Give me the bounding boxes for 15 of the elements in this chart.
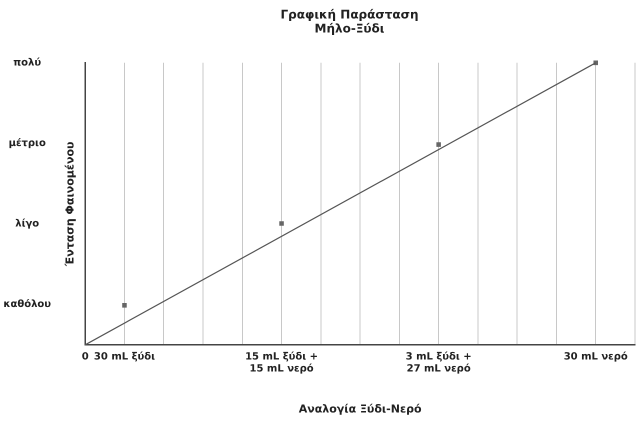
text: λίγο [15, 218, 40, 230]
point [279, 221, 284, 226]
text: καθόλου [3, 299, 52, 310]
x-axis-title: Αναλογία Ξύδι-Νερό [298, 402, 422, 416]
x-tick-label: 3 mL ξύδι + 27 mL νερό [406, 351, 472, 374]
y-axis-title: Ένταση Φαινομένου [63, 142, 76, 268]
x-tick-label: 30 mL νερό [564, 351, 628, 362]
x-tick-label: 0 [82, 351, 89, 362]
text: πολύ [13, 57, 42, 68]
chart-title: Γραφική Παράσταση Μήλο-Ξύδι [280, 7, 419, 36]
point [436, 142, 441, 147]
point [122, 303, 127, 308]
x-tick-label: 30 mL ξύδι [94, 351, 156, 362]
text: μέτριο [8, 138, 46, 149]
x-tick-label: 15 mL ξύδι + 15 mL νερό [245, 351, 318, 374]
